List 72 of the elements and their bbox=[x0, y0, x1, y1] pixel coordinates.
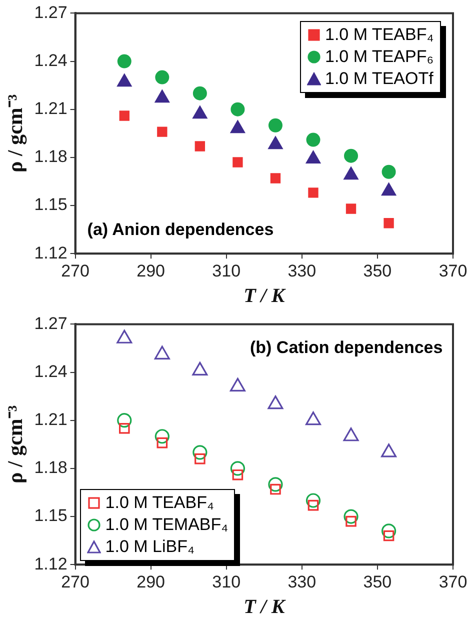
point bbox=[306, 412, 321, 426]
point bbox=[346, 204, 356, 214]
x-tick-label: 270 bbox=[61, 261, 90, 280]
point bbox=[382, 164, 396, 179]
y-tick-label: 1.15 bbox=[34, 506, 68, 526]
x-tick-label: 370 bbox=[438, 261, 468, 280]
point bbox=[343, 428, 359, 442]
point bbox=[194, 141, 206, 152]
y-tick-label: 1.15 bbox=[34, 195, 68, 214]
point bbox=[384, 218, 394, 228]
annotation: (a) Anion dependences bbox=[87, 220, 274, 240]
point bbox=[154, 346, 170, 360]
y-tick-label: 1.12 bbox=[34, 243, 68, 262]
y-axis-title: ρ / gcm⁻³ bbox=[3, 94, 28, 172]
y-tick-label: 1.21 bbox=[34, 99, 68, 118]
point bbox=[156, 437, 168, 448]
y-tick-label: 1.18 bbox=[34, 147, 68, 166]
point bbox=[232, 157, 243, 168]
point bbox=[308, 188, 318, 198]
x-tick-label: 330 bbox=[288, 261, 316, 280]
point bbox=[155, 70, 170, 84]
legend-label: 1.0 M TEAPF₆ bbox=[325, 46, 434, 68]
x-tick-label: 310 bbox=[212, 261, 241, 280]
y-tick-label: 1.12 bbox=[34, 554, 68, 574]
point bbox=[119, 110, 130, 121]
y-tick-label: 1.18 bbox=[34, 458, 68, 478]
y-tick-label: 1.24 bbox=[34, 50, 68, 70]
legend-label: 1.0 M LiBF₄ bbox=[105, 536, 194, 558]
point bbox=[230, 378, 246, 392]
point bbox=[344, 148, 358, 163]
point bbox=[232, 469, 244, 480]
x-tick-label: 330 bbox=[288, 572, 316, 592]
point bbox=[192, 362, 208, 376]
legend-label: 1.0 M TEAOTf bbox=[325, 68, 434, 90]
point bbox=[344, 509, 358, 524]
x-tick-label: 350 bbox=[363, 572, 392, 592]
legend-label: 1.0 M TEABF₄ bbox=[325, 24, 434, 46]
point bbox=[268, 477, 283, 492]
y-tick-label: 1.24 bbox=[34, 362, 68, 381]
point bbox=[192, 445, 208, 460]
x-tick-label: 290 bbox=[136, 261, 166, 280]
point bbox=[116, 330, 132, 344]
legend-label: 1.0 M TEABF₄ bbox=[105, 492, 214, 514]
y-tick-label: 1.21 bbox=[34, 410, 68, 430]
point bbox=[117, 54, 132, 68]
y-axis-title: ρ / gcm⁻³ bbox=[3, 405, 28, 484]
x-tick-label: 310 bbox=[212, 572, 241, 592]
x-axis-title: T / K bbox=[244, 596, 286, 618]
point bbox=[194, 453, 206, 464]
y-tick-label: 1.27 bbox=[34, 314, 68, 333]
point bbox=[154, 429, 170, 444]
point bbox=[381, 444, 397, 458]
point bbox=[381, 524, 396, 538]
x-tick-label: 270 bbox=[61, 572, 90, 592]
x-axis-title: T / K bbox=[244, 285, 286, 308]
y-tick-label: 1.27 bbox=[34, 2, 68, 22]
point bbox=[157, 126, 168, 137]
x-tick-label: 370 bbox=[438, 572, 468, 592]
point bbox=[306, 493, 321, 508]
point bbox=[117, 413, 132, 428]
point bbox=[268, 118, 282, 132]
point bbox=[268, 396, 284, 410]
legend-label: 1.0 M TEMABF₄ bbox=[105, 514, 228, 536]
point bbox=[230, 102, 245, 116]
point bbox=[192, 86, 207, 100]
point bbox=[270, 173, 281, 184]
annotation: (b) Cation dependences bbox=[250, 338, 443, 358]
x-tick-label: 350 bbox=[363, 261, 392, 280]
point bbox=[230, 461, 246, 476]
point bbox=[118, 422, 130, 434]
x-tick-label: 290 bbox=[136, 572, 166, 592]
point bbox=[306, 132, 320, 147]
